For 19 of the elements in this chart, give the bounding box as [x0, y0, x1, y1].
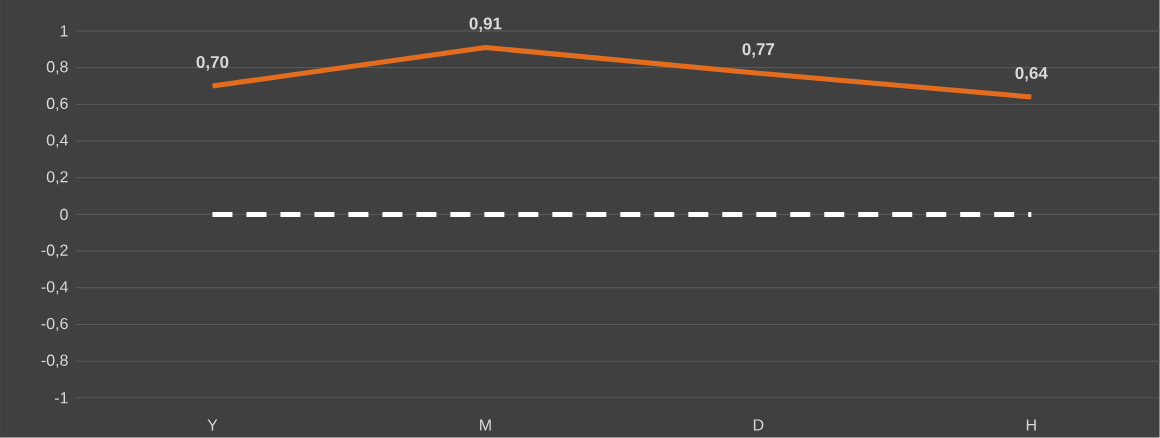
- y-tick-label: -0,8: [41, 354, 68, 368]
- x-tick-label: H: [1026, 419, 1036, 431]
- y-tick-label: 1: [60, 25, 68, 37]
- y-tick-label: -0,2: [41, 244, 68, 258]
- data-label: 0,70: [196, 56, 229, 71]
- data-label: 0,64: [1015, 67, 1048, 82]
- y-tick-label: -0,6: [41, 317, 68, 332]
- y-tick-label: 0,8: [46, 61, 68, 75]
- y-tick-label: -0,4: [41, 281, 68, 295]
- y-tick-label: -1: [54, 392, 68, 404]
- y-tick-label: 0,6: [46, 97, 68, 112]
- data-label: 0,77: [742, 43, 775, 58]
- y-tick-label: 0,4: [46, 134, 68, 148]
- x-tick-label: D: [753, 419, 764, 431]
- y-tick-label: 0,2: [46, 171, 68, 185]
- x-tick-label: Y: [207, 419, 218, 431]
- data-label: 0,91: [469, 17, 502, 33]
- y-tick-label: 0: [60, 208, 68, 221]
- x-tick-label: M: [480, 419, 491, 431]
